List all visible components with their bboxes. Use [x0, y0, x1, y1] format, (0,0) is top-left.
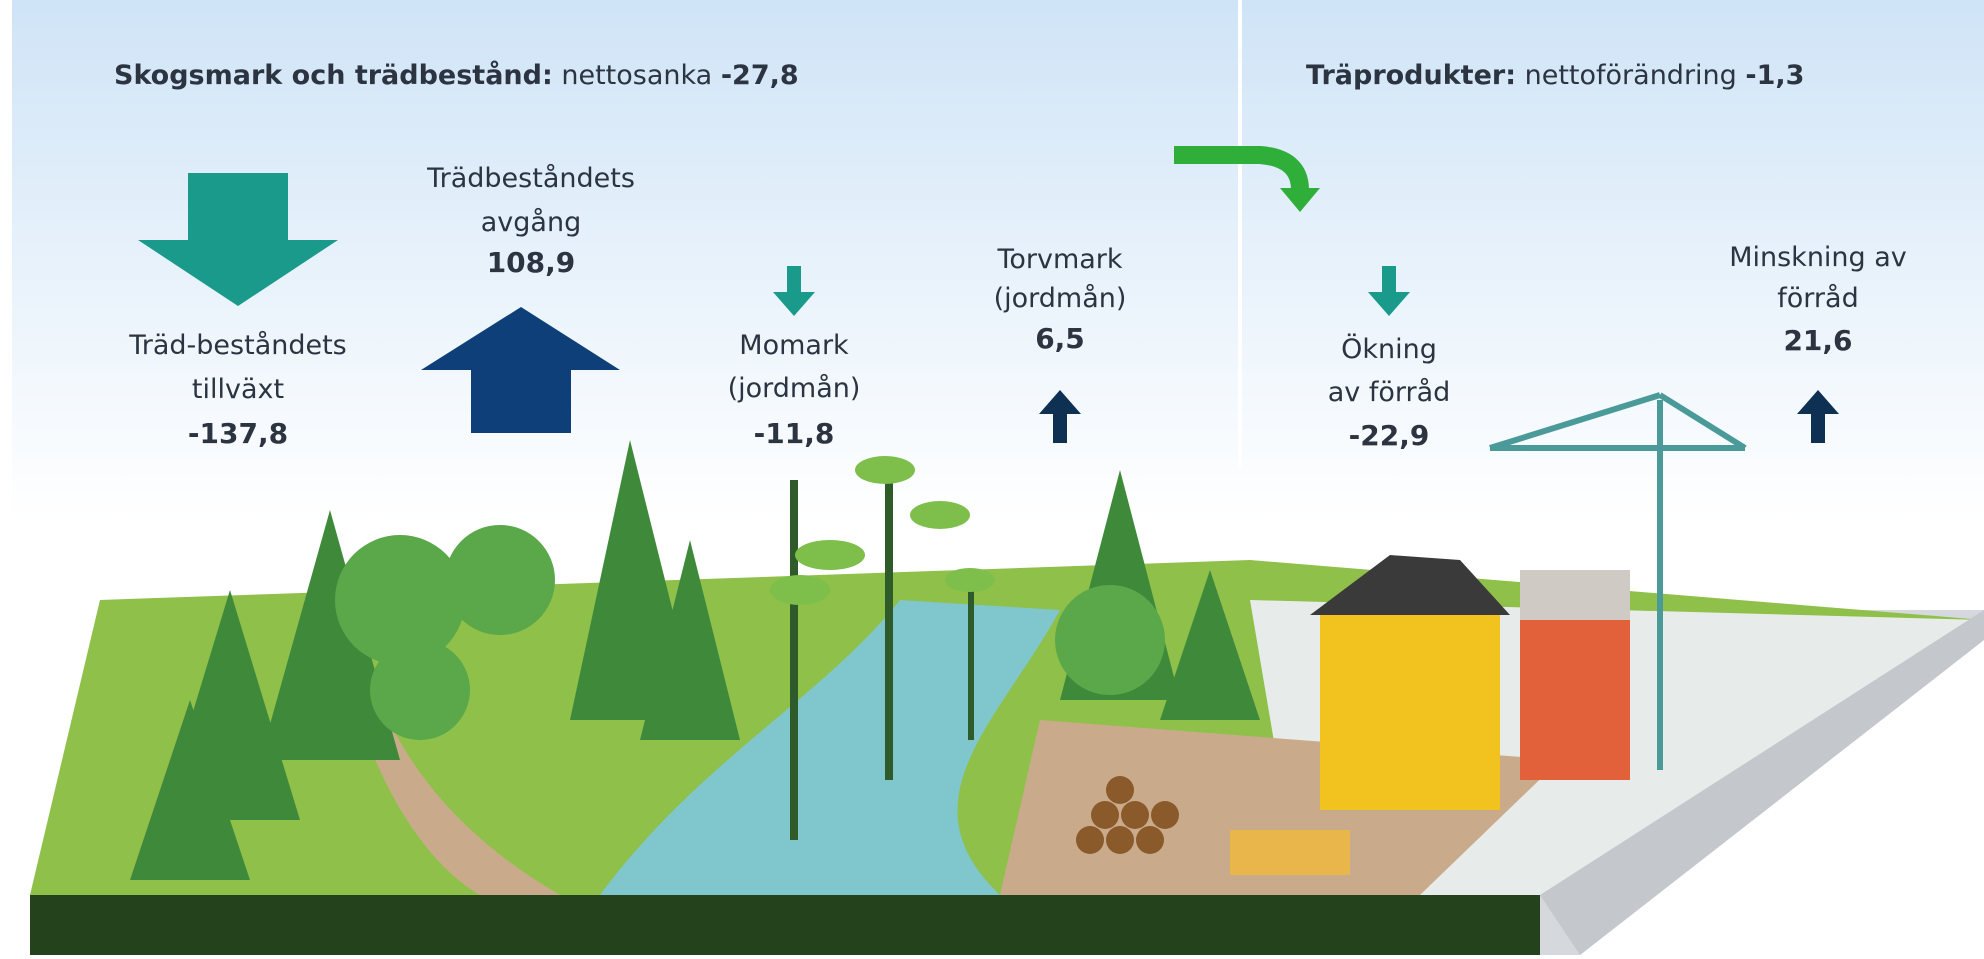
page: Skogsmark och trädbestånd: nettosanka -2… — [0, 0, 1984, 955]
flow-value: -137,8 — [188, 417, 288, 450]
flow-label: Ökning — [1341, 333, 1437, 365]
flow-label: Träd-beståndets — [128, 330, 347, 361]
panel-header: Träprodukter: nettoförändring -1,3 — [1306, 60, 1804, 91]
panel-title: Träprodukter: — [1306, 60, 1516, 91]
margin — [0, 0, 12, 955]
flow-value: -11,8 — [754, 417, 835, 450]
flow-label: förråd — [1777, 283, 1858, 314]
panel-title: Skogsmark och trädbestånd: — [114, 59, 553, 91]
panel-header: Skogsmark och trädbestånd: nettosanka -2… — [114, 59, 799, 91]
flow-label: (jordmån) — [728, 373, 861, 404]
flow-value: 108,9 — [487, 246, 576, 279]
flow-value: 21,6 — [1783, 324, 1852, 357]
flow-label: Momark — [739, 330, 849, 361]
flow-label: av förråd — [1328, 377, 1451, 408]
panel-value: -27,8 — [721, 60, 799, 91]
panel-subtitle: nettosanka — [561, 60, 712, 91]
flow-label: (jordmån) — [994, 283, 1127, 314]
infographic: Skogsmark och trädbestånd: nettosanka -2… — [0, 0, 1984, 955]
flow-label: tillväxt — [192, 374, 284, 405]
flow-value: 6,5 — [1035, 322, 1085, 355]
flow-label: Trädbeståndets — [426, 163, 635, 194]
panel-subtitle: nettoförändring — [1525, 60, 1737, 91]
flow-value: -22,9 — [1349, 419, 1430, 452]
panel-value: -1,3 — [1745, 60, 1804, 91]
flow-label: avgång — [481, 207, 581, 238]
flow-label: Minskning av — [1729, 242, 1907, 273]
flow-label: Torvmark — [996, 244, 1122, 275]
